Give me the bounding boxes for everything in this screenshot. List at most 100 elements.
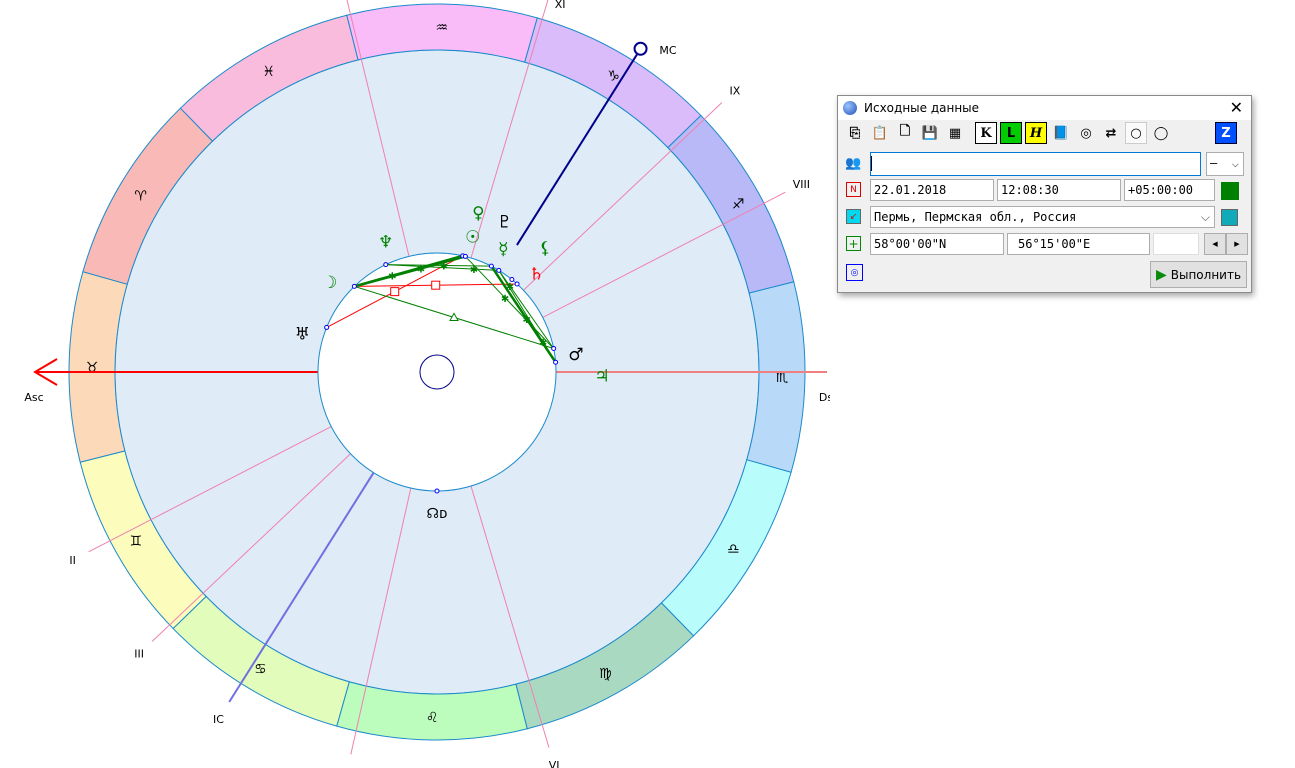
timezone-field[interactable]: +05:00:00	[1124, 179, 1215, 201]
close-icon[interactable]: ✕	[1229, 98, 1243, 117]
square-aspect-icon	[431, 280, 441, 290]
house-cusp-6	[470, 485, 550, 748]
house-label-xi: XI	[555, 0, 566, 11]
planet-point-moon	[351, 283, 357, 289]
house-cusp-5	[350, 487, 412, 755]
house-label-asc: Asc	[24, 391, 43, 404]
sextile-aspect-icon: ✱	[417, 264, 425, 275]
pluto-glyph: ♇	[497, 213, 512, 233]
sign-glyph-taurus: ♉	[86, 360, 99, 376]
planet-point-pluto	[488, 263, 494, 269]
name-select[interactable]: – ⌵	[1206, 152, 1244, 176]
north-node-glyph: ☊ᴅ	[427, 506, 448, 522]
planet-point-uranus	[324, 324, 330, 330]
ring-double-button[interactable]: ◎	[1080, 125, 1092, 141]
longitude-field[interactable]: 56°15'00"E	[1007, 233, 1150, 255]
uranus-glyph: ♅	[295, 324, 310, 344]
run-button[interactable]: ▶ Выполнить	[1150, 261, 1247, 288]
aspect-line-neptune-mercury	[385, 264, 499, 271]
l-button[interactable]: L	[1000, 122, 1022, 144]
planet-point-mars	[551, 345, 557, 351]
house-label-ii: II	[69, 554, 76, 567]
map-icon[interactable]	[1221, 209, 1238, 226]
chevron-down-icon: ⌵	[1200, 210, 1210, 224]
text-cursor	[871, 156, 872, 171]
house-cusp-3	[151, 453, 351, 642]
book-button[interactable]: 📘	[1052, 125, 1070, 141]
calendar-button[interactable]: ▦	[948, 125, 962, 141]
house-label-ix: IX	[730, 84, 741, 97]
next-button[interactable]: ▶	[1226, 233, 1248, 255]
planet-point-sun	[462, 253, 468, 259]
aspect-line-mercury-mars	[498, 270, 555, 349]
sextile-aspect-icon: ✱	[501, 294, 509, 305]
dialog-titlebar[interactable]: Исходные данные ✕	[838, 96, 1251, 120]
sextile-aspect-icon: ✱	[470, 265, 478, 276]
house-label-ic: IC	[213, 713, 224, 726]
sign-sector-pisces	[179, 14, 359, 142]
sextile-aspect-icon: ✱	[440, 261, 448, 272]
house-cusp-2	[88, 426, 332, 553]
ring-outer-button[interactable]: ◯	[1153, 125, 1169, 141]
save-button[interactable]: 💾	[921, 125, 939, 141]
place-select[interactable]: Пермь, Пермская обл., Россия ⌵	[870, 206, 1215, 228]
saturn-glyph: ♄	[529, 265, 544, 285]
color-swatch-button[interactable]	[1221, 182, 1239, 200]
earth-circle	[419, 354, 455, 390]
coordinates-icon[interactable]: +	[846, 236, 861, 251]
paste-button[interactable]: 📋	[871, 125, 889, 141]
ring-single-button[interactable]: ○	[1125, 122, 1147, 144]
swap-button[interactable]: ⇄	[1105, 125, 1117, 141]
k-button[interactable]: K	[975, 122, 997, 144]
sign-glyph-virgo: ♍	[599, 666, 612, 682]
place-icon[interactable]: ↙	[846, 209, 861, 224]
planet-point-neptune	[383, 262, 389, 268]
planet-point-saturn	[514, 281, 520, 287]
h-button[interactable]: H	[1025, 122, 1047, 144]
dialog-toolbar: ⎘ 📋 🗋 💾 ▦ K L H 📘 ◎ ⇄ ○ ◯ Z	[838, 120, 1251, 146]
trine-aspect-icon	[449, 312, 459, 321]
mercury-glyph: ☿	[498, 240, 508, 260]
house-label-v: V	[343, 766, 351, 768]
sign-glyph-pisces: ♓	[262, 64, 275, 80]
planet-point-jupiter	[553, 359, 559, 365]
sign-glyph-libra: ♎	[727, 542, 740, 558]
prev-button[interactable]: ◀	[1204, 233, 1226, 255]
sign-glyph-aquarius: ♒	[436, 20, 449, 36]
dialog-title: Исходные данные	[864, 101, 980, 115]
house-cusp-11	[470, 0, 549, 259]
aspect-line-sun-mars	[465, 256, 555, 349]
copy-button[interactable]: ⎘	[849, 125, 861, 141]
chart-options-icon[interactable]: ◎	[846, 264, 863, 281]
latitude-field[interactable]: 58°00'00"N	[870, 233, 1004, 255]
person-icon[interactable]: 👥	[845, 156, 862, 171]
venus-glyph: ♀	[472, 203, 484, 223]
sign-glyph-gemini: ♊	[130, 533, 143, 549]
z-button[interactable]: Z	[1215, 122, 1237, 144]
sign-glyph-sagittarius: ♐	[732, 197, 745, 213]
mc-marker-icon	[633, 41, 648, 56]
time-field[interactable]: 12:08:30	[997, 179, 1121, 201]
aspect-line-mercury-jupiter	[498, 270, 557, 363]
extra-field[interactable]	[1153, 233, 1199, 255]
planet-point-north-node	[434, 488, 440, 494]
house-label-dsc: Dsc	[819, 391, 830, 404]
date-field[interactable]: 22.01.2018	[870, 179, 994, 201]
name-input[interactable]	[870, 152, 1201, 176]
moon-glyph: ☽	[322, 273, 337, 293]
play-icon: ▶	[1155, 266, 1167, 283]
chevron-down-icon: ⌵	[1231, 156, 1239, 170]
date-time-icon[interactable]: N	[846, 182, 861, 197]
square-aspect-icon	[390, 287, 400, 297]
natal-chart-wheel[interactable]: ♈♉♊♋♌♍♎♏♐♑♒♓AscIIIIIICVVIDscVIIIIXMCXI✱✱…	[0, 0, 830, 768]
sign-glyph-leo: ♌	[426, 710, 439, 726]
asc-arrow-icon	[33, 358, 58, 386]
new-button[interactable]: 🗋	[899, 124, 911, 139]
sun-glyph: ☉	[465, 228, 480, 248]
sign-glyph-scorpio: ♏	[776, 370, 789, 386]
planet-point-lilith	[509, 277, 515, 283]
name-select-value: –	[1210, 156, 1218, 170]
sign-glyph-aries: ♈	[134, 188, 147, 204]
house-label-iii: III	[134, 648, 144, 661]
place-value: Пермь, Пермская обл., Россия	[874, 210, 1077, 224]
